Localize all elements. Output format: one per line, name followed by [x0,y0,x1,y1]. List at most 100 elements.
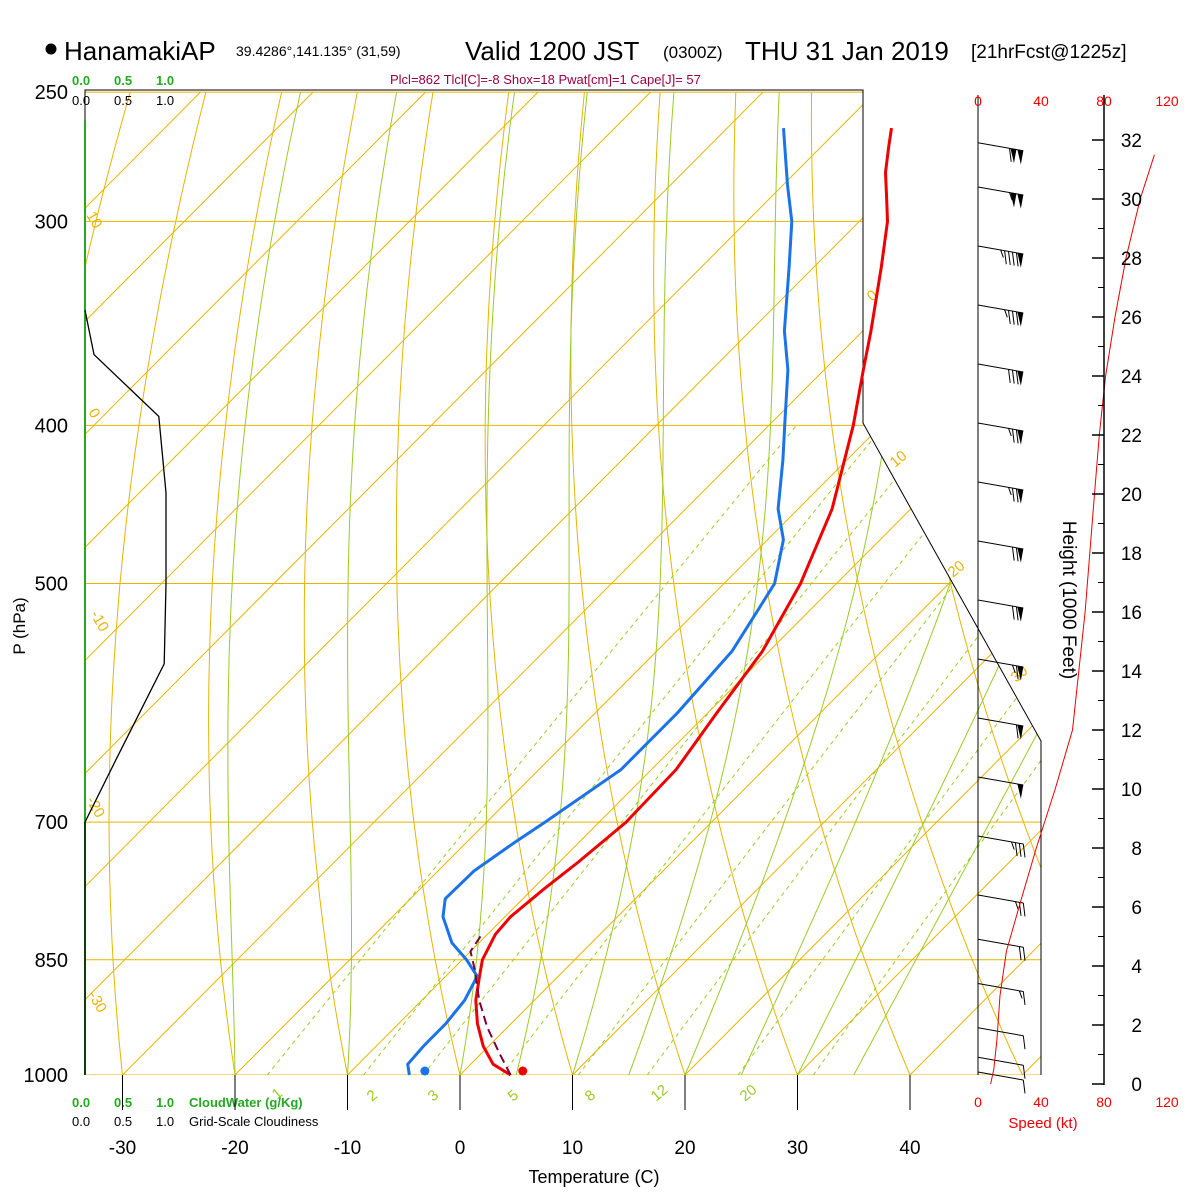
wind-barb [977,1056,1026,1079]
moist-adiabat-label: 10 [887,447,911,471]
cloudiness-tick-bottom: 1.0 [156,1114,174,1129]
x-tick-label: -30 [109,1138,136,1159]
dry-adiabat-label: -20 [83,794,109,821]
dry-adiabat-line [962,92,1041,1075]
mixing-ratio-label: 5 [505,1087,522,1105]
wind-barb [977,540,1024,563]
height-tick-label: 28 [1121,249,1142,270]
height-tick-label: 18 [1121,544,1142,565]
moist-adiabat-label: 20 [945,557,969,581]
wind-barb [977,599,1024,622]
isotherm-line [85,91,426,1075]
station-name: HanamakiAP [64,36,216,66]
height-tick-label: 10 [1121,780,1142,801]
wind-barb [977,894,1026,917]
plot-frame [84,89,1042,1075]
cloudiness-label: Grid-Scale Cloudiness [189,1114,319,1129]
speed-tick-bottom: 40 [1033,1094,1049,1110]
dry-adiabat-line [1190,92,1200,1075]
dry-adiabat-line [395,92,461,1075]
cloudiness-scale: 0.0 0.5 1.0 0.0 0.5 1.0 Grid-Scale Cloud… [72,93,319,1129]
height-tick-label: 16 [1121,603,1142,624]
isotherm-line [797,91,1041,1075]
isotherm-line [85,91,989,1075]
axes: 250 300 400 500 700 850 1000 -30 -20 -10 0 10 20 30 40 [24,82,921,1159]
wind-barb [977,1071,1026,1094]
x-tick-label: -20 [221,1138,248,1159]
height-tick-label: 0 [1131,1075,1142,1096]
height-tick-label: 30 [1121,190,1142,211]
x-tick-label: 0 [455,1138,466,1159]
wind-barb [977,142,1024,165]
station-coords: 39.4286°,141.135° (31,59) [236,43,401,59]
wind-barb [977,422,1024,445]
y-axis-label: P (hPa) [10,597,29,654]
mixing-ratio-label: 20 [737,1081,761,1105]
dry-adiabat-label: -30 [85,989,111,1016]
x-tick-label: -10 [334,1138,361,1159]
moist-adiabat-line [515,92,588,1075]
mixing-ratio-line [363,424,885,1075]
isotherm-line [85,91,876,1075]
wind-barbs [977,142,1026,1094]
speed-tick-bottom: 120 [1155,1094,1179,1110]
height-tick-label: 32 [1121,131,1142,152]
wind-barb [977,835,1026,858]
dry-adiabat-line [1114,92,1200,1075]
isotherm-line [85,91,314,1075]
valid-time-utc: (0300Z) [663,43,723,62]
wind-barb [977,481,1024,504]
x-tick-label: 10 [562,1138,583,1159]
x-tick-label: 20 [674,1138,695,1159]
wind-barb [977,363,1024,386]
sounding-profiles [406,127,893,1077]
mixing-ratio-label: 2 [364,1087,381,1105]
isotherm-line [85,91,651,1075]
height-tick-label: 8 [1131,839,1142,860]
background-lines [85,91,1200,1075]
mixing-ratio-label: 3 [425,1087,442,1105]
cloudiness-tick-top: 1.0 [156,93,174,108]
mixing-ratio-line [266,424,797,1075]
moist-adiabat-line [227,91,301,1075]
height-tick-label: 12 [1121,721,1142,742]
y-tick-label: 500 [35,574,68,596]
height-axis-label: Height (1000 Feet) [1058,521,1079,679]
moist-adiabat-line [628,92,780,1075]
moist-adiabat-line [347,92,398,1075]
cloud-water-tick-top: 0.5 [114,73,132,88]
cloudiness-tick-bottom: 0.0 [72,1114,90,1129]
cloud-water-tick-top: 0.0 [72,73,90,88]
cloud-water-label: CloudWater (g/Kg) [189,1095,303,1110]
speed-tick-bottom: 0 [974,1094,982,1110]
y-tick-label: 850 [35,950,68,972]
cloudiness-profile [84,309,167,1075]
cloud-water-tick-top: 1.0 [156,73,174,88]
isotherm-line [459,91,1041,1075]
dry-adiabat-line [108,91,207,1075]
mixing-ratio-label: 8 [582,1087,599,1105]
speed-tick-top: 0 [974,93,982,109]
dry-adiabat-line [653,92,798,1075]
dry-adiabat-label: 10 [83,209,106,232]
y-tick-label: 250 [35,82,68,104]
wind-speed-line [990,154,1155,1085]
speed-tick-top: 120 [1155,93,1179,109]
mixing-ratio-line [501,424,1010,1075]
height-tick-label: 14 [1121,662,1143,683]
y-tick-label: 700 [35,812,68,834]
speed-tick-bottom: 80 [1096,1094,1112,1110]
mixing-ratio-label: 12 [648,1081,672,1105]
height-tick-label: 4 [1131,957,1142,978]
x-tick-label: 40 [899,1138,920,1159]
y-tick-label: 1000 [24,1065,69,1087]
dewpoint-profile-line [406,127,794,1076]
height-axis: Height (1000 Feet) 024681012141618202224… [1058,95,1142,1096]
dry-adiabat-line [484,92,573,1075]
isotherm-line [572,91,1041,1075]
surface-dewpoint-dot [420,1066,430,1076]
wind-barb [977,983,1026,1006]
dry-adiabat-line [303,92,358,1075]
